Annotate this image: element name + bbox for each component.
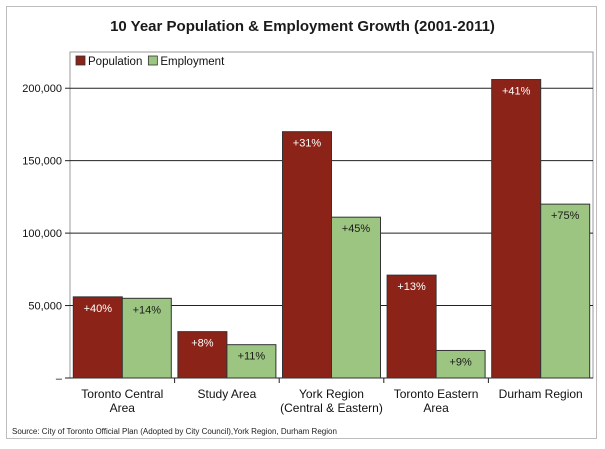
bar-employment-0 <box>121 297 172 379</box>
x-tick-label: (Central & Eastern) <box>280 401 383 415</box>
x-tick-label: Toronto Eastern <box>394 387 479 401</box>
bar-employment-3 <box>435 349 486 379</box>
legend-swatch <box>147 55 158 66</box>
legend-swatch <box>75 55 86 66</box>
x-tick-label: Toronto Central <box>81 387 163 401</box>
data-label: +31% <box>293 138 322 150</box>
data-label: +14% <box>133 304 162 316</box>
data-label: +8% <box>191 338 214 350</box>
x-tick-label: York Region <box>299 387 364 401</box>
bar-employment-1 <box>226 344 277 379</box>
data-label: +75% <box>551 210 580 222</box>
y-tick-label: – <box>56 373 63 385</box>
x-tick-label: Area <box>110 401 136 415</box>
bar-employment-2 <box>331 216 381 379</box>
data-label: +45% <box>342 223 371 235</box>
chart-title: 10 Year Population & Employment Growth (… <box>110 18 495 35</box>
bar-population-2 <box>282 131 332 379</box>
data-label: +13% <box>397 281 426 293</box>
bar-population-0 <box>72 296 123 379</box>
y-tick-label: 200,000 <box>22 83 62 95</box>
x-tick-label: Area <box>423 401 449 415</box>
data-label: +9% <box>449 356 472 368</box>
data-label: +40% <box>84 303 113 315</box>
bar-employment-4 <box>540 203 591 379</box>
y-tick-label: 100,000 <box>22 228 62 240</box>
y-tick-label: 50,000 <box>28 301 62 313</box>
legend-label: Population <box>88 56 142 68</box>
legend-label: Employment <box>160 56 225 68</box>
data-label: +41% <box>502 86 531 98</box>
bar-population-3 <box>386 274 437 379</box>
data-label: +11% <box>238 351 266 363</box>
y-tick-label: 150,000 <box>22 156 62 168</box>
bar-population-4 <box>491 79 542 379</box>
x-tick-label: Study Area <box>198 387 257 401</box>
source-note: Source: City of Toronto Official Plan (A… <box>12 427 337 436</box>
x-tick-label: Durham Region <box>499 387 583 401</box>
